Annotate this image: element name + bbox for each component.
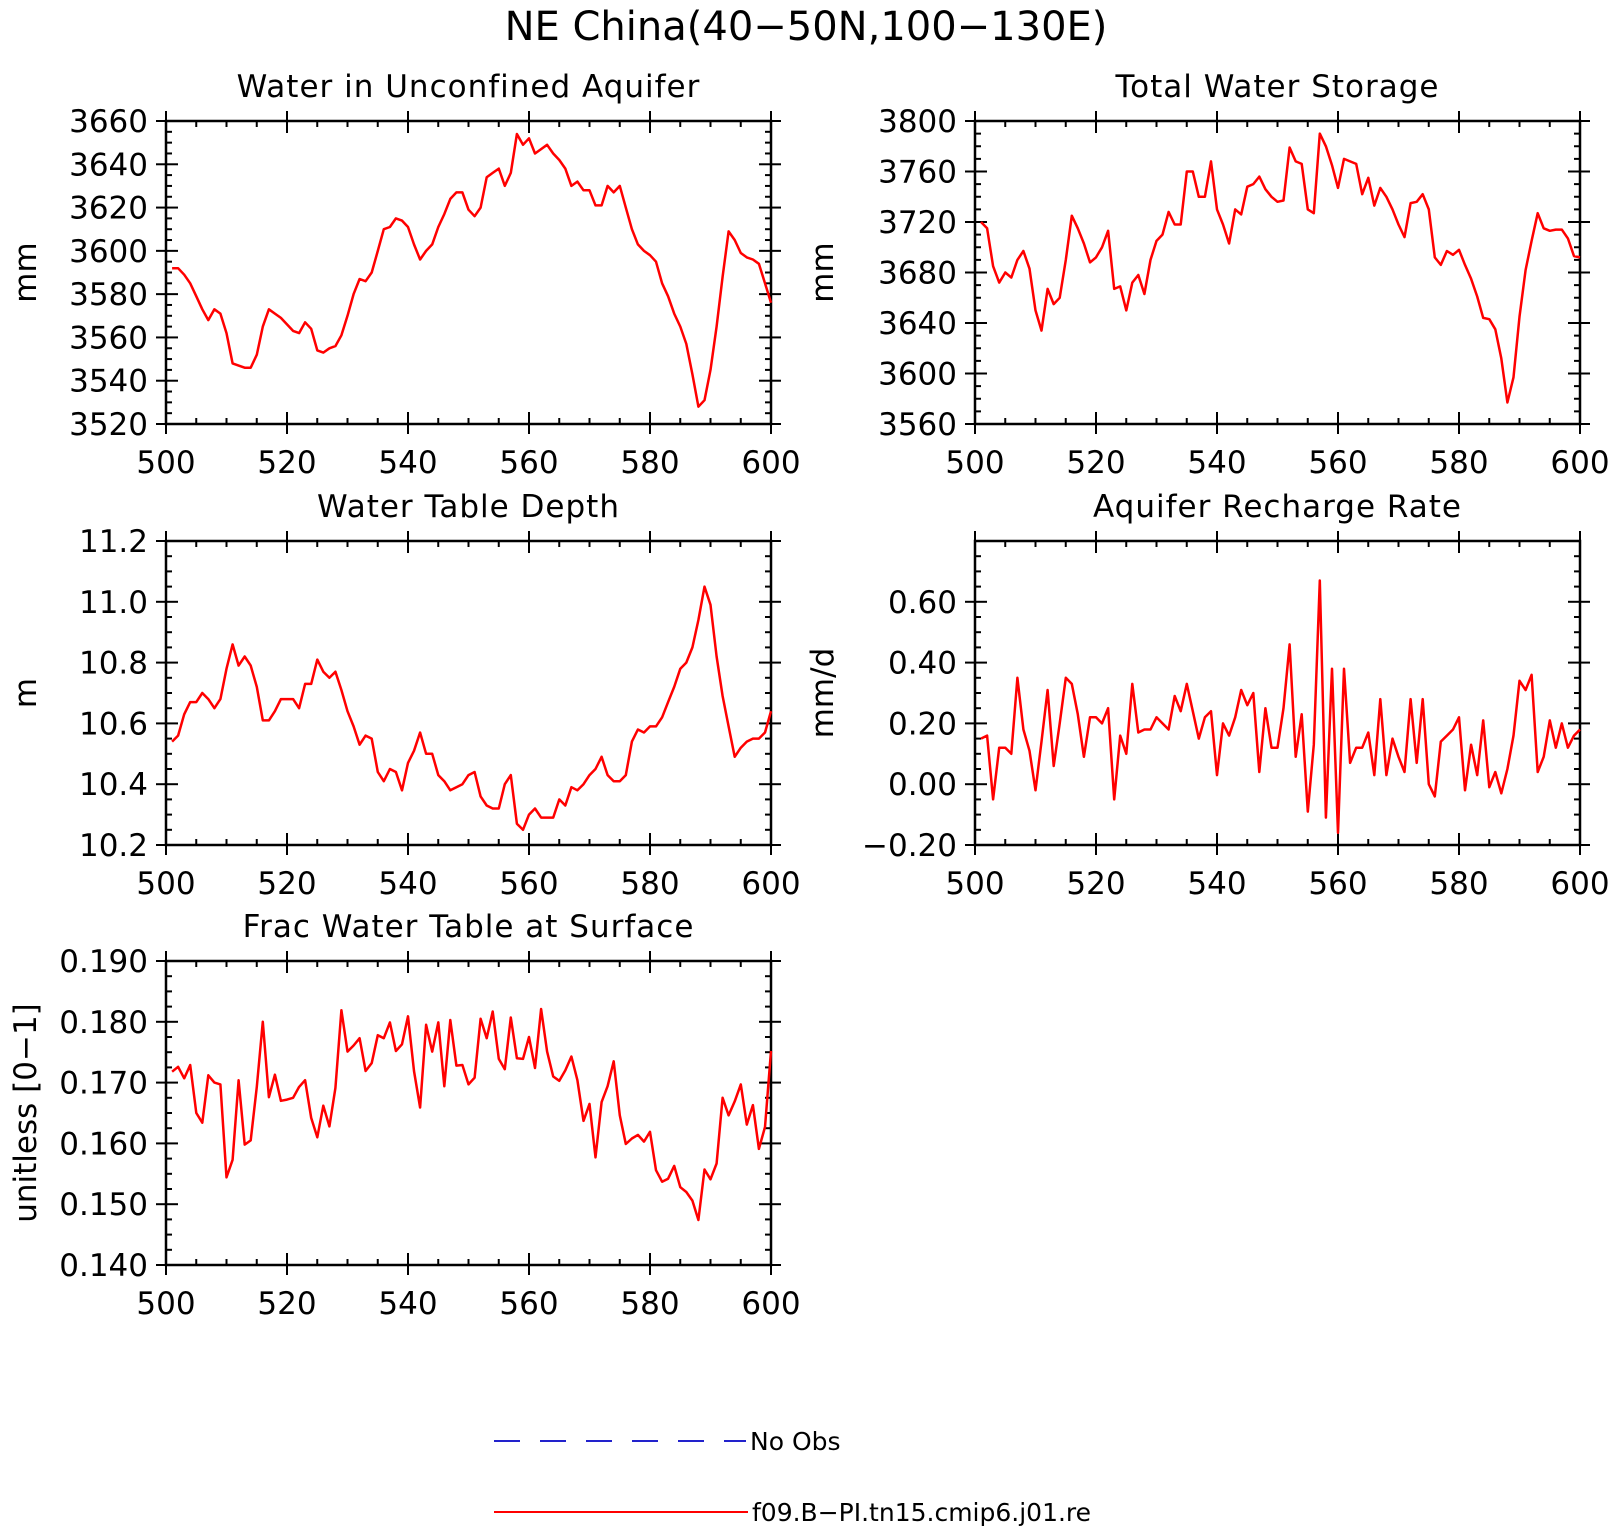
x-tick-label: 560 — [1308, 445, 1367, 481]
y-tick-label: 0.160 — [59, 1126, 148, 1162]
y-tick-label: 0.20 — [888, 706, 957, 742]
x-tick-label: 560 — [499, 866, 558, 902]
x-tick-label: 580 — [1429, 866, 1488, 902]
panel-title: Water in Unconfined Aquifer — [237, 69, 701, 105]
x-tick-label: 540 — [378, 1286, 437, 1322]
y-tick-label: 3600 — [69, 234, 148, 270]
x-tick-label: 560 — [499, 445, 558, 481]
y-axis-label: mm — [8, 242, 44, 302]
y-tick-label: 3640 — [878, 306, 957, 342]
x-tick-label: 500 — [136, 445, 195, 481]
chart-total-water-storage: 500 520 540 560 580 600 3560 3600 3640 3680 3720 37… — [805, 69, 1610, 481]
x-tick-label: 520 — [1066, 866, 1125, 902]
y-tick-label: 3600 — [878, 357, 957, 393]
x-tick-label: 600 — [741, 1286, 800, 1322]
y-axis-label: mm/d — [805, 648, 841, 739]
panel-title: Water Table Depth — [317, 489, 620, 525]
x-tick-label: 540 — [378, 866, 437, 902]
x-tick-label: 580 — [1429, 445, 1488, 481]
x-tick-label: 600 — [741, 445, 800, 481]
series-line-total-water-storage — [980, 132, 1581, 404]
y-tick-label: 3680 — [878, 256, 957, 292]
x-tick-label: 580 — [620, 866, 679, 902]
plot-frame — [973, 119, 1582, 426]
x-tick-label: 540 — [1187, 866, 1246, 902]
x-tick-label: 540 — [1187, 445, 1246, 481]
x-tick-label: 520 — [257, 445, 316, 481]
x-tick-label: 520 — [257, 1286, 316, 1322]
y-axis-label: mm — [805, 242, 841, 302]
x-tick-label: 520 — [257, 866, 316, 902]
legend: No Obs f09.B−PI.tn15.cmip6.j01.re — [494, 1427, 1091, 1527]
chart-aquifer-recharge-rate: 500 520 540 560 580 600 −0.20 0.00 0.20 0.40 0.60 A… — [805, 489, 1610, 902]
y-tick-label: 3800 — [878, 104, 957, 140]
x-tick-label: 580 — [620, 1286, 679, 1322]
panel-title: Frac Water Table at Surface — [243, 909, 695, 945]
x-tick-label: 540 — [378, 445, 437, 481]
y-tick-label: 3560 — [878, 407, 957, 443]
y-tick-label: 3720 — [878, 205, 957, 241]
y-axis-label: unitless [0−1] — [8, 1003, 44, 1223]
y-tick-label: 10.8 — [79, 646, 148, 682]
y-tick-label: 0.150 — [59, 1187, 148, 1223]
x-tick-label: 600 — [741, 866, 800, 902]
y-tick-label: 0.170 — [59, 1066, 148, 1102]
x-tick-label: 500 — [945, 866, 1004, 902]
page-title: NE China(40−50N,100−130E) — [505, 4, 1108, 50]
y-tick-label: 3560 — [69, 320, 148, 356]
y-axis-label: m — [8, 678, 44, 708]
plot-frame — [164, 959, 773, 1267]
chart-water-table-depth: 500 520 540 560 580 600 10.2 10.4 10.6 10.8 11.0 11… — [8, 489, 801, 902]
chart-frac-water-table-at-surface: 500 520 540 560 580 600 0.140 0.150 0.160 0.170 0.… — [8, 909, 801, 1322]
y-tick-label: 0.00 — [888, 767, 957, 803]
series-line-water-table-depth — [171, 585, 773, 832]
plot-frame — [164, 119, 773, 426]
legend-obs-label: No Obs — [750, 1427, 841, 1456]
y-tick-label: 10.4 — [79, 767, 148, 803]
x-tick-label: 500 — [945, 445, 1004, 481]
x-tick-label: 600 — [1550, 445, 1609, 481]
y-tick-label: 0.140 — [59, 1248, 148, 1284]
y-tick-label: 3620 — [69, 191, 148, 227]
y-tick-label: 3660 — [69, 104, 148, 140]
x-tick-label: 560 — [1308, 866, 1367, 902]
legend-model-label: f09.B−PI.tn15.cmip6.j01.re — [752, 1498, 1091, 1527]
y-tick-label: 3540 — [69, 364, 148, 400]
x-tick-label: 580 — [620, 445, 679, 481]
y-tick-label: 3760 — [878, 155, 957, 191]
series-line-frac-water-table-at-surface — [171, 1007, 773, 1222]
series-line-water-in-unconfined-aquifer — [172, 132, 773, 408]
y-tick-label: 0.40 — [888, 646, 957, 682]
y-tick-label: −0.20 — [862, 828, 957, 864]
y-tick-label: 0.60 — [888, 585, 957, 621]
y-tick-label: 3640 — [69, 147, 148, 183]
y-tick-label: 0.180 — [59, 1005, 148, 1041]
x-tick-label: 500 — [136, 866, 195, 902]
x-tick-label: 520 — [1066, 445, 1125, 481]
y-tick-label: 3580 — [69, 277, 148, 313]
y-tick-label: 11.0 — [79, 585, 148, 621]
x-tick-label: 500 — [136, 1286, 195, 1322]
panel-title: Aquifer Recharge Rate — [1093, 489, 1462, 525]
series-line-aquifer-recharge-rate — [980, 579, 1581, 835]
y-tick-label: 0.190 — [59, 944, 148, 980]
y-tick-label: 11.2 — [79, 524, 148, 560]
panels: 500 520 540 560 580 600 3520 3540 3560 3580 3600 36… — [8, 69, 1610, 1322]
y-tick-label: 3520 — [69, 407, 148, 443]
chart-water-in-unconfined-aquifer: 500 520 540 560 580 600 3520 3540 3560 3580 3600 36… — [8, 69, 801, 481]
plot-frame — [973, 539, 1582, 847]
panel-title: Total Water Storage — [1114, 69, 1439, 105]
y-tick-label: 10.2 — [79, 828, 148, 864]
x-tick-label: 600 — [1550, 866, 1609, 902]
x-tick-label: 560 — [499, 1286, 558, 1322]
y-tick-label: 10.6 — [79, 706, 148, 742]
